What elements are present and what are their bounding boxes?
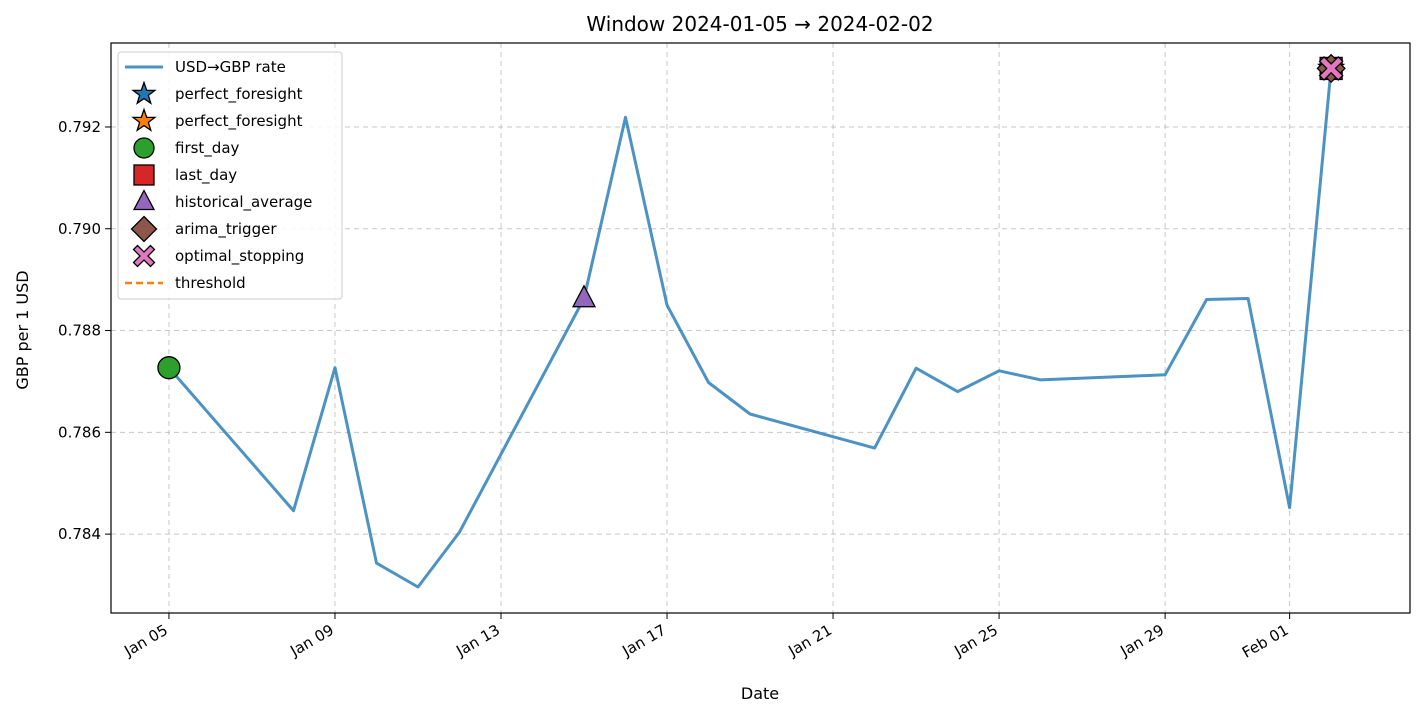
legend: USD→GBP rate perfect_foresight perfect_for…	[117, 51, 343, 300]
legend-label-optimal-stopping: optimal_stopping	[175, 247, 304, 266]
legend-swatch-optimal-stopping	[132, 244, 156, 268]
marker-historical-average	[571, 284, 597, 308]
legend-swatch-arima-trigger	[130, 215, 158, 243]
legend-label-last-day: last_day	[175, 166, 237, 185]
legend-swatch-first-day	[133, 137, 155, 159]
marker-first-day	[157, 356, 181, 380]
y-tick-label: 0.788	[58, 322, 101, 340]
legend-swatch-historical-average	[132, 189, 156, 211]
rate-series-line	[167, 68, 1333, 589]
legend-label-first-day: first_day	[175, 139, 240, 158]
legend-label-threshold: threshold	[175, 274, 246, 292]
y-axis-ticks: 0.784 0.786 0.788 0.790 0.792	[58, 118, 111, 543]
y-tick-label: 0.792	[58, 118, 101, 136]
x-axis-label: Date	[741, 684, 779, 703]
legend-swatch-last-day	[133, 164, 155, 186]
legend-label-historical-average: historical_average	[175, 193, 312, 212]
legend-label-perfect-foresight: perfect_foresight	[175, 85, 303, 104]
legend-swatch-perfect-foresight	[131, 107, 157, 132]
marker-layer	[157, 53, 1346, 380]
plot-area-frame	[110, 42, 1411, 614]
legend-swatch-perfect-foresight	[131, 80, 157, 105]
legend-box	[117, 51, 343, 300]
legend-label-arima-trigger: arima_trigger	[175, 220, 277, 239]
y-tick-label: 0.786	[58, 423, 101, 441]
legend-label-perfect-foresight: perfect_foresight	[175, 112, 303, 131]
legend-label-usd-gbp-rate: USD→GBP rate	[175, 58, 286, 76]
y-tick-label: 0.790	[58, 220, 101, 238]
y-tick-label: 0.784	[58, 525, 101, 543]
y-axis-label: GBP per 1 USD	[13, 270, 32, 389]
marker-optimal-stopping	[1318, 55, 1344, 81]
series-layer	[167, 68, 1333, 589]
chart-title: Window 2024-01-05 → 2024-02-02	[586, 12, 933, 36]
